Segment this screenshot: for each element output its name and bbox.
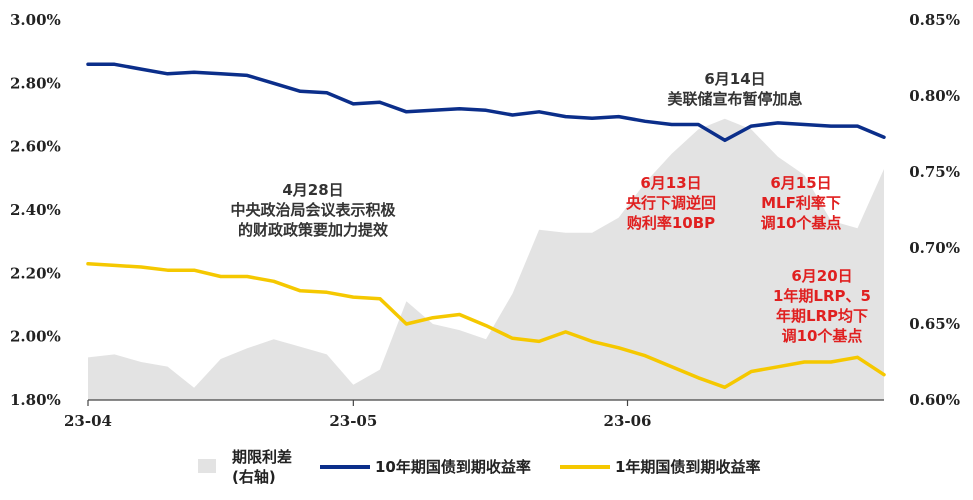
- annotation-text: 6月15日: [770, 174, 831, 192]
- annotation-text: MLF利率下: [761, 194, 841, 212]
- annotation-text: 购利率10BP: [627, 214, 715, 232]
- annotation-text: 调10个基点: [782, 327, 863, 345]
- y-left-tick-label: 2.60%: [10, 138, 61, 156]
- y-left-tick-label: 3.00%: [10, 11, 61, 29]
- series-line-1y: [86, 262, 886, 390]
- annotation-text: 年期LRP均下: [776, 307, 868, 325]
- annotation-text: 6月13日: [640, 174, 701, 192]
- y-right-tick-label: 0.65%: [909, 315, 960, 333]
- y-right-tick-label: 0.80%: [909, 87, 960, 105]
- spread-area: [88, 118, 884, 401]
- legend-label-spread: (右轴): [232, 468, 276, 486]
- legend-label-1y: 1年期国债到期收益率: [615, 458, 760, 476]
- x-tick-label: 23-04: [64, 412, 112, 430]
- annotation-text: 1年期LRP、5: [773, 287, 871, 305]
- y-left-tick-label: 2.00%: [10, 328, 61, 346]
- annotation-text: 4月28日: [282, 181, 343, 199]
- y-left-tick-label: 2.40%: [10, 201, 61, 219]
- x-tick-label: 23-05: [329, 412, 377, 430]
- y-right-tick-label: 0.60%: [909, 391, 960, 409]
- y-right-tick-label: 0.70%: [909, 239, 960, 257]
- annotation-text: 6月20日: [791, 267, 852, 285]
- y-left-tick-label: 2.80%: [10, 74, 61, 92]
- legend: 期限利差 (右轴) 10年期国债到期收益率 1年期国债到期收益率: [198, 448, 760, 486]
- y-left-tick-label: 1.80%: [10, 391, 61, 409]
- annotation-text: 中央政治局会议表示积极: [230, 201, 396, 219]
- annotation-text: 美联储宣布暂停加息: [667, 90, 802, 108]
- y-left-tick-label: 2.20%: [10, 264, 61, 282]
- legend-swatch-spread: [198, 459, 216, 473]
- annotation-text: 央行下调逆回: [626, 194, 716, 212]
- legend-label-10y: 10年期国债到期收益率: [375, 458, 531, 476]
- x-tick-label: 23-06: [604, 412, 652, 430]
- annotation-text: 调10个基点: [761, 214, 842, 232]
- y-right-tick-label: 0.75%: [909, 163, 960, 181]
- axis-layer: 1.80% 2.00% 2.20% 2.40% 2.60% 2.80% 3.00% 0.60%…: [10, 11, 960, 430]
- y-right-tick-label: 0.85%: [909, 11, 960, 29]
- spread-area-layer: [88, 118, 884, 401]
- legend-label-spread: 期限利差: [232, 448, 292, 466]
- series-line-10y: [86, 62, 886, 143]
- series-line-layer: [86, 62, 886, 390]
- annotation-text: 6月14日: [704, 70, 765, 88]
- annotation-text: 的财政政策要加力提效: [238, 221, 389, 239]
